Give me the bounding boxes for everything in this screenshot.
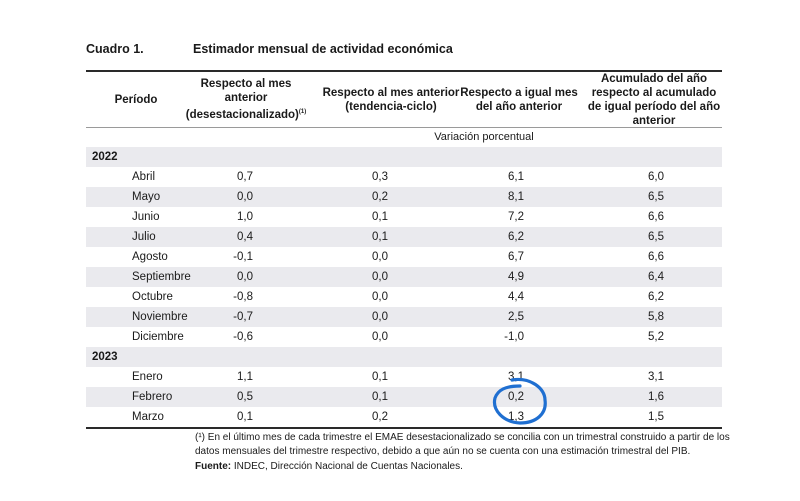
- table-cell: 2,5: [508, 311, 524, 323]
- table-cell: 0,2: [372, 191, 388, 203]
- table-header: Período Respecto al mes anterior (desest…: [86, 72, 722, 127]
- table-cell: 8,1: [508, 191, 524, 203]
- footnote-marker-text: (¹): [195, 432, 205, 443]
- month-label: Abril: [132, 171, 156, 183]
- table-cell: -1,0: [504, 331, 524, 343]
- year-label: 2023: [92, 351, 118, 363]
- table-cell: 0,1: [237, 411, 253, 423]
- table-cell: 6,2: [508, 231, 524, 243]
- month-label: Marzo: [132, 411, 164, 423]
- table-row: Febrero 0,5 0,1 0,2 1,6: [86, 387, 722, 407]
- year-row: 2022: [86, 147, 722, 167]
- header-col1-text: Respecto al mes anterior (desestacionali…: [185, 78, 299, 121]
- table-cell: 0,0: [372, 271, 388, 283]
- table-row: Octubre -0,8 0,0 4,4 6,2: [86, 287, 722, 307]
- table-number: Cuadro 1.: [86, 42, 144, 56]
- source-label: Fuente:: [195, 461, 232, 472]
- table-row: Marzo 0,1 0,2 1,3 1,5: [86, 407, 722, 427]
- table-cell: 6,1: [508, 171, 524, 183]
- table-cell: 6,4: [648, 271, 664, 283]
- table-row: Junio 1,0 0,1 7,2 6,6: [86, 207, 722, 227]
- table-cell: 0,2: [372, 411, 388, 423]
- table-cell: 0,1: [372, 391, 388, 403]
- table-cell: 0,7: [237, 171, 253, 183]
- table-cell: 6,7: [508, 251, 524, 263]
- table-cell: -0,7: [233, 311, 253, 323]
- table-cell: 0,0: [237, 191, 253, 203]
- table-row: Mayo 0,0 0,2 8,1 6,5: [86, 187, 722, 207]
- footnote: (¹) En el último mes de cada trimestre e…: [195, 431, 735, 458]
- table-title: Estimador mensual de actividad económica: [193, 42, 453, 56]
- table-cell: 6,6: [648, 211, 664, 223]
- table-cell: 4,9: [508, 271, 524, 283]
- table-cell: 0,0: [372, 251, 388, 263]
- table-cell: -0,6: [233, 331, 253, 343]
- table-cell: 0,1: [372, 211, 388, 223]
- table-cell: 7,2: [508, 211, 524, 223]
- table-cell: 0,2: [508, 391, 524, 403]
- data-table: Período Respecto al mes anterior (desest…: [86, 70, 722, 429]
- month-label: Febrero: [132, 391, 173, 403]
- table-row: Enero 1,1 0,1 3,1 3,1: [86, 367, 722, 387]
- table-top-rule: [86, 70, 722, 72]
- table-cell: 0,0: [237, 271, 253, 283]
- header-mes-anterior-desestacionalizado: Respecto al mes anterior (desestacionali…: [181, 72, 311, 127]
- header-periodo: Período: [114, 93, 158, 106]
- table-cell: 4,4: [508, 291, 524, 303]
- table-cell: 6,5: [648, 191, 664, 203]
- table-cell: -0,1: [233, 251, 253, 263]
- year-label: 2022: [92, 151, 118, 163]
- table-cell: 5,2: [648, 331, 664, 343]
- month-label: Mayo: [132, 191, 161, 203]
- source-text: INDEC, Dirección Nacional de Cuentas Nac…: [233, 461, 463, 472]
- year-row: 2023: [86, 347, 722, 367]
- table-cell: 3,1: [648, 371, 664, 383]
- table-cell: 6,0: [648, 171, 664, 183]
- table-cell: 0,1: [372, 371, 388, 383]
- header-acumulado: Acumulado del año respecto al acumulado …: [587, 72, 721, 127]
- table-cell: 1,6: [648, 391, 664, 403]
- table-row: Julio 0,4 0,1 6,2 6,5: [86, 227, 722, 247]
- table-cell: 1,3: [508, 411, 524, 423]
- month-label: Diciembre: [132, 331, 184, 343]
- month-label: Junio: [132, 211, 160, 223]
- table-cell: 0,0: [372, 331, 388, 343]
- footnote-marker: (1): [298, 109, 307, 116]
- month-label: Julio: [132, 231, 156, 243]
- table-row: Noviembre -0,7 0,0 2,5 5,8: [86, 307, 722, 327]
- table-cell: 1,1: [237, 371, 253, 383]
- table-cell: 5,8: [648, 311, 664, 323]
- table-row: Diciembre -0,6 0,0 -1,0 5,2: [86, 327, 722, 347]
- table-cell: 6,5: [648, 231, 664, 243]
- header-igual-mes: Respecto a igual mes del año anterior: [460, 86, 578, 113]
- table-cell: 1,5: [648, 411, 664, 423]
- table-cell: 0,3: [372, 171, 388, 183]
- table-bottom-rule: [86, 427, 722, 429]
- table-row: Agosto -0,1 0,0 6,7 6,6: [86, 247, 722, 267]
- table-cell: 0,4: [237, 231, 253, 243]
- table-cell: 0,0: [372, 291, 388, 303]
- month-label: Noviembre: [132, 311, 188, 323]
- table-notes: (¹) En el último mes de cada trimestre e…: [195, 431, 735, 474]
- table-cell: 0,0: [372, 311, 388, 323]
- month-label: Octubre: [132, 291, 173, 303]
- table-cell: 3,1: [508, 371, 524, 383]
- table-row: Abril 0,7 0,3 6,1 6,0: [86, 167, 722, 187]
- table-cell: 1,0: [237, 211, 253, 223]
- month-label: Enero: [132, 371, 163, 383]
- table-cell: -0,8: [233, 291, 253, 303]
- month-label: Septiembre: [132, 271, 191, 283]
- table-cell: 0,1: [372, 231, 388, 243]
- month-label: Agosto: [132, 251, 168, 263]
- table-cell: 0,5: [237, 391, 253, 403]
- source-line: Fuente: INDEC, Dirección Nacional de Cue…: [195, 460, 735, 474]
- footnote-text: En el último mes de cada trimestre el EM…: [195, 432, 730, 457]
- table-cell: 6,6: [648, 251, 664, 263]
- unit-row: Variación porcentual: [86, 127, 722, 147]
- table-cell: 6,2: [648, 291, 664, 303]
- table-row: Septiembre 0,0 0,0 4,9 6,4: [86, 267, 722, 287]
- unit-label: Variación porcentual: [434, 131, 534, 143]
- table-body: 2022 Abril 0,7 0,3 6,1 6,0 Mayo 0,0 0,2 8,1 6,5 Jun…: [86, 147, 722, 427]
- header-mes-anterior-tendencia: Respecto al mes anterior (tendencia-cicl…: [322, 86, 460, 113]
